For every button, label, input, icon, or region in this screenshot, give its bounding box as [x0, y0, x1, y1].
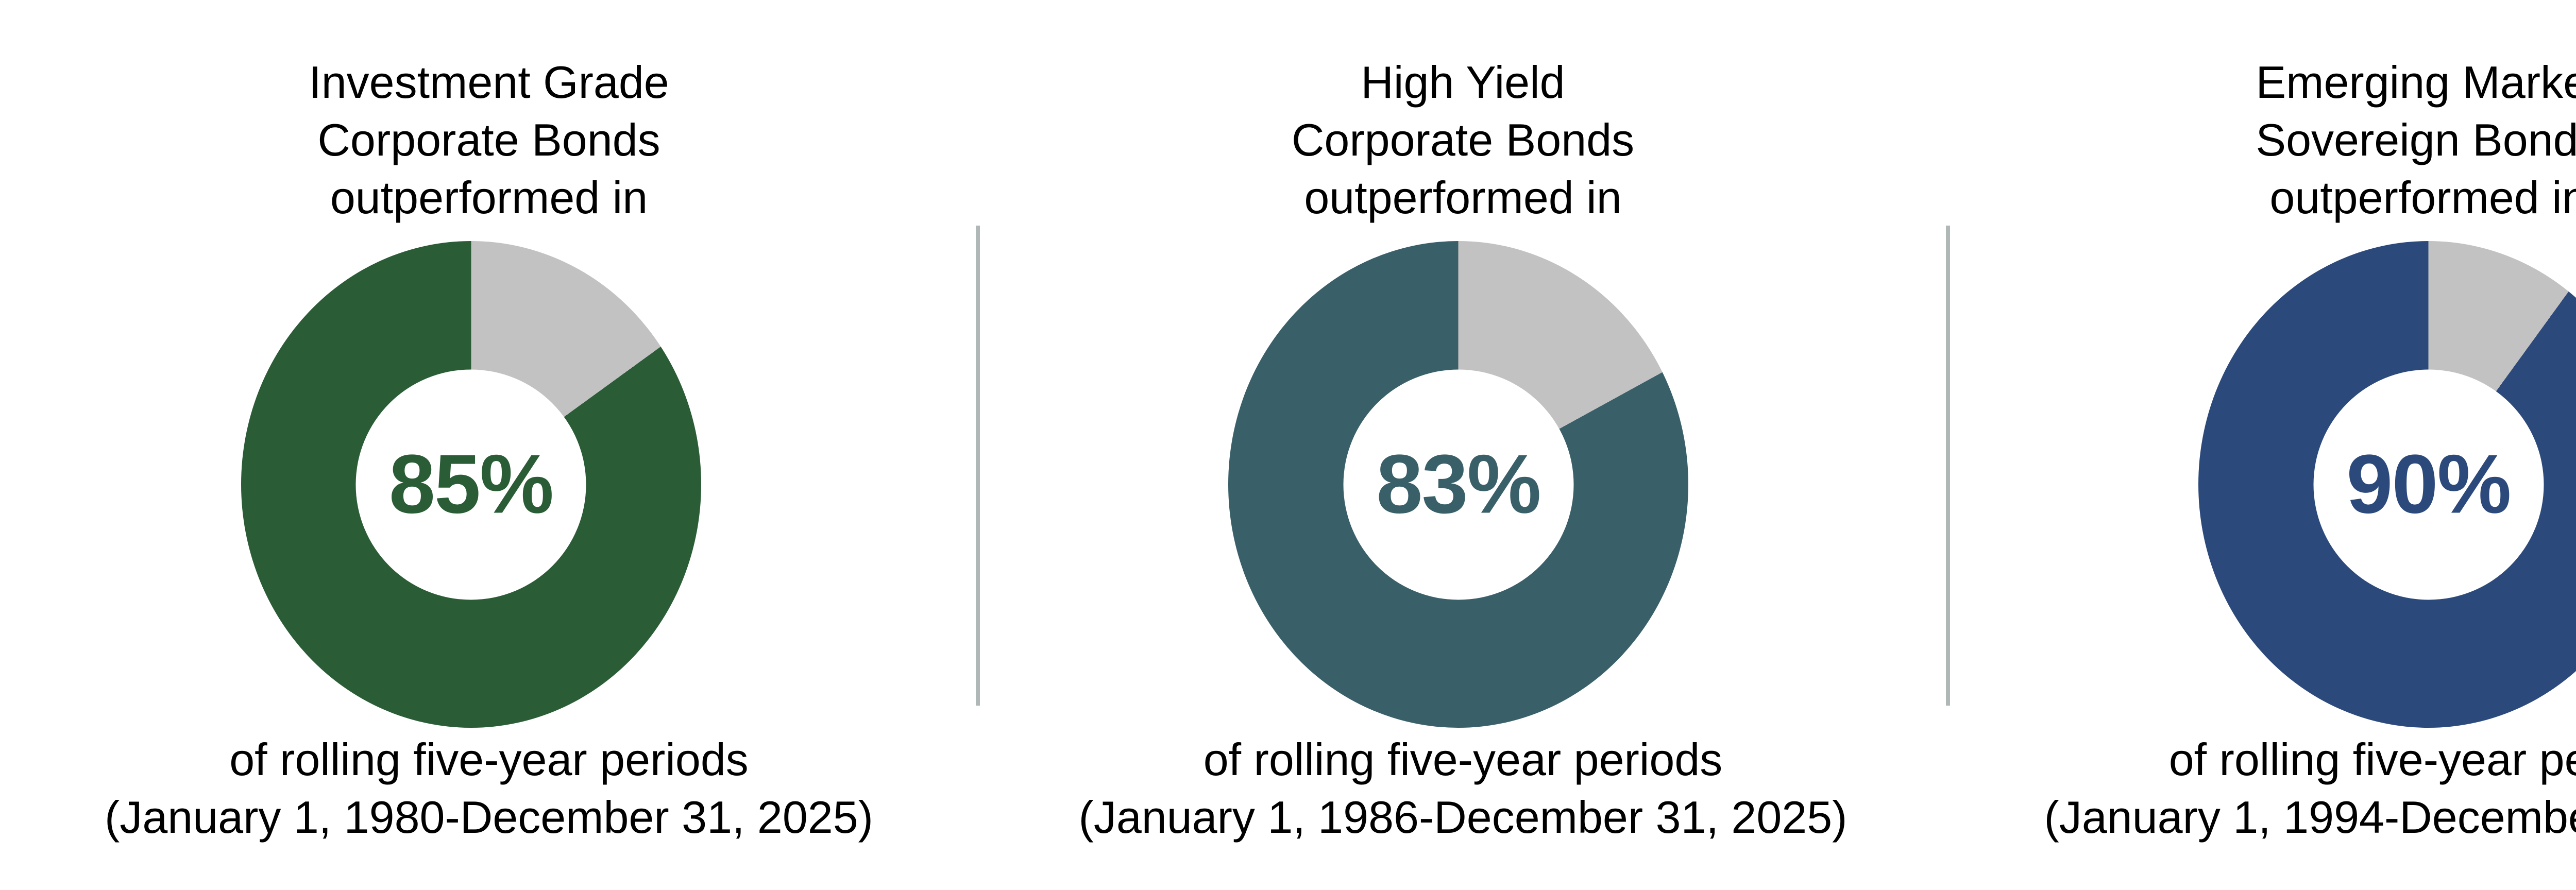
chart-title-line: outperformed in	[330, 172, 648, 223]
chart-title-line: Investment Grade	[309, 57, 669, 108]
chart-title-line: Corporate Bonds	[317, 114, 660, 165]
chart-title-line: Emerging Market	[2256, 57, 2576, 108]
donut-center-value: 90%	[2346, 437, 2511, 531]
donut-hole: 90%	[2313, 369, 2544, 600]
chart-caption-line: (January 1, 1986-December 31, 2025)	[1078, 792, 1848, 843]
donut-hole: 83%	[1343, 369, 1573, 600]
vertical-divider	[976, 226, 980, 706]
chart-caption-line: of rolling five-year periods	[2168, 734, 2576, 785]
chart-title-line: outperformed in	[2269, 172, 2576, 223]
donut-plot-area: 90%	[1948, 241, 2576, 728]
donut-center-value: 83%	[1376, 437, 1541, 531]
chart-title-line: outperformed in	[1304, 172, 1622, 223]
chart-title-line: Corporate Bonds	[1291, 114, 1635, 165]
vertical-divider	[1946, 226, 1950, 706]
donut-ring: 83%	[1228, 241, 1688, 728]
chart-caption: of rolling five-year periods (January 1,…	[2044, 731, 2576, 846]
chart-title: High Yield Corporate Bonds outperformed …	[1292, 54, 1634, 227]
chart-title-line: Sovereign Bonds	[2256, 114, 2576, 165]
donut-ring: 85%	[241, 241, 701, 728]
donut-plot-area: 85%	[0, 241, 978, 728]
donut-ring: 90%	[2198, 241, 2576, 728]
chart-title-line: High Yield	[1361, 57, 1565, 108]
chart-title: Emerging Market Sovereign Bonds outperfo…	[2256, 54, 2576, 227]
chart-caption-line: (January 1, 1980-December 31, 2025)	[105, 792, 873, 843]
chart-caption-line: of rolling five-year periods	[229, 734, 749, 785]
chart-caption: of rolling five-year periods (January 1,…	[1079, 731, 1848, 846]
chart-caption: of rolling five-year periods (January 1,…	[105, 731, 873, 846]
donut-chart-investment-grade: Investment Grade Corporate Bonds outperf…	[0, 0, 978, 890]
chart-caption-line: of rolling five-year periods	[1203, 734, 1723, 785]
donut-hole: 85%	[355, 369, 586, 600]
donut-plot-area: 83%	[978, 241, 1948, 728]
donut-chart-high-yield: High Yield Corporate Bonds outperformed …	[978, 0, 1948, 890]
donut-chart-emerging-market: Emerging Market Sovereign Bonds outperfo…	[1948, 0, 2576, 890]
donut-center-value: 85%	[388, 437, 554, 531]
chart-title: Investment Grade Corporate Bonds outperf…	[309, 54, 669, 227]
chart-caption-line: (January 1, 1994-December 31, 2025)	[2044, 792, 2576, 843]
